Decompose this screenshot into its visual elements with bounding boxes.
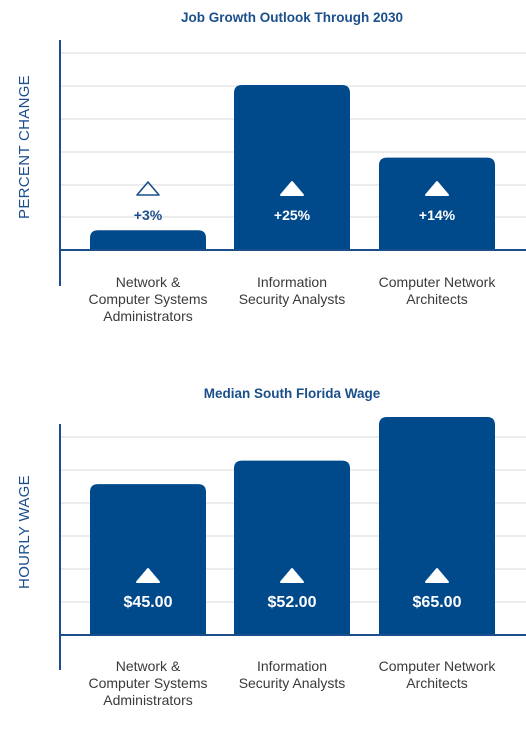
bar: [234, 460, 350, 635]
y-axis-label: HOURLY WAGE: [16, 475, 33, 589]
data-label: +25%: [274, 207, 311, 223]
category-label: Computer Systems: [88, 291, 207, 307]
data-label: $45.00: [124, 594, 173, 611]
category-label: Security Analysts: [239, 675, 346, 691]
data-label: $65.00: [413, 594, 462, 611]
data-label: +14%: [419, 207, 456, 223]
up-triangle-icon: [425, 181, 449, 196]
category-label: Information: [257, 274, 327, 290]
category-label: Network &: [116, 274, 181, 290]
category-label: Administrators: [103, 692, 192, 708]
up-triangle-icon: [136, 181, 160, 196]
category-label: Architects: [406, 675, 467, 691]
bar: [234, 85, 350, 250]
bar: [379, 157, 495, 250]
chart-title: Median South Florida Wage: [204, 386, 381, 401]
chart-1: Job Growth Outlook Through 2030 PERCENT C…: [16, 10, 526, 324]
data-label: $52.00: [268, 594, 317, 611]
chart-title: Job Growth Outlook Through 2030: [181, 10, 403, 25]
y-axis-label: PERCENT CHANGE: [16, 75, 33, 219]
up-triangle-icon: [280, 181, 304, 196]
up-triangle-icon: [136, 568, 160, 583]
category-label: Security Analysts: [239, 291, 346, 307]
bar: [90, 484, 206, 635]
data-label: +3%: [134, 207, 163, 223]
up-triangle-icon: [280, 568, 304, 583]
category-label: Computer Systems: [88, 675, 207, 691]
category-label: Administrators: [103, 308, 192, 324]
bar: [90, 230, 206, 250]
up-triangle-icon: [425, 568, 449, 583]
category-label: Information: [257, 658, 327, 674]
category-label: Computer Network: [379, 274, 497, 290]
category-label: Computer Network: [379, 658, 497, 674]
category-label: Network &: [116, 658, 181, 674]
bar: [379, 417, 495, 635]
category-label: Architects: [406, 291, 467, 307]
chart-2: Median South Florida Wage HOURLY WAGE $45.…: [16, 386, 526, 708]
